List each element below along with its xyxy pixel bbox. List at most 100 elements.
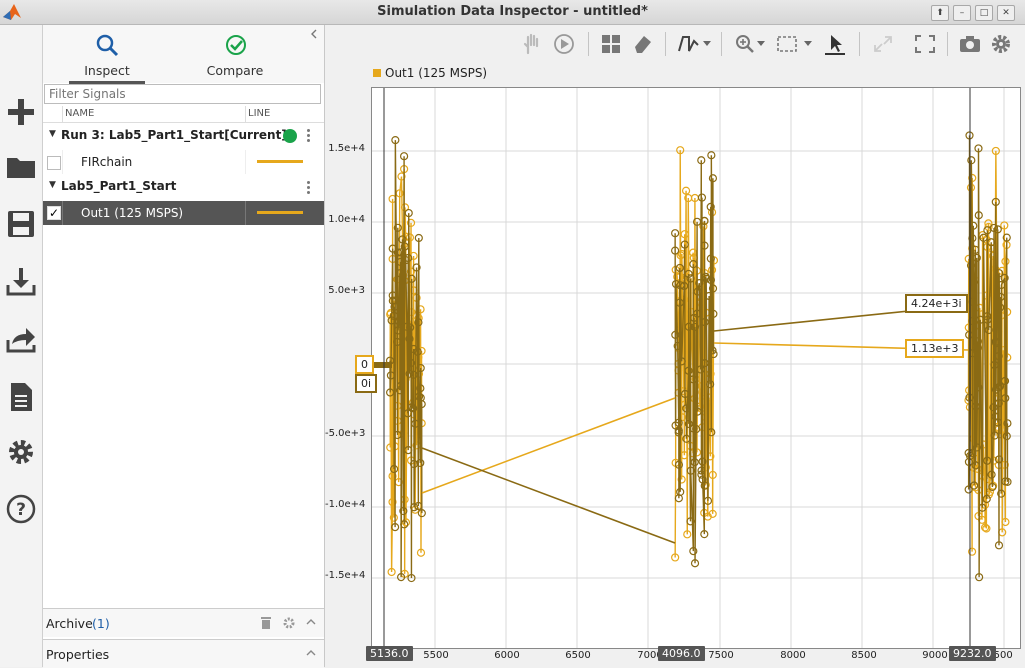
data-point-marker (389, 311, 399, 320)
cursor-select-icon[interactable] (823, 33, 847, 55)
camera-icon[interactable] (958, 33, 982, 55)
signal-style-icon[interactable] (677, 33, 701, 55)
properties-section[interactable]: Properties (43, 639, 324, 668)
cursor-label-left[interactable]: 5136.0 (366, 646, 413, 661)
window-up-button[interactable]: ⬆ (931, 5, 949, 21)
data-point-marker (995, 382, 1005, 391)
signal-checkbox-checked[interactable]: ✓ (47, 206, 61, 220)
data-point-marker (684, 269, 693, 279)
run-label: Run 3: Lab5_Part1_Start[Current] (61, 128, 287, 142)
line-swatch[interactable] (257, 160, 303, 163)
data-point-marker (968, 316, 977, 326)
column-name: NAME (65, 108, 95, 119)
signal-trace (421, 447, 676, 544)
help-icon[interactable]: ? (4, 492, 38, 526)
column-header: NAME LINE (43, 106, 324, 123)
data-point-marker (416, 384, 425, 393)
share-icon[interactable] (4, 322, 38, 356)
filter-signals-input[interactable] (44, 84, 321, 104)
datatip-left-imag[interactable]: 0i (355, 374, 378, 393)
y-tick-label: -1.0e+4 (325, 499, 366, 510)
check-circle-icon (226, 35, 246, 55)
data-point-marker (394, 317, 403, 326)
chevron-down-icon[interactable] (757, 41, 765, 47)
maximize-button[interactable]: □ (975, 5, 993, 21)
minimize-button[interactable]: – (953, 5, 971, 21)
signal-row-selected[interactable]: ✓ Out1 (125 MSPS) (43, 201, 324, 225)
expand-arrow-icon[interactable]: ▼ (49, 180, 56, 190)
archive-section[interactable]: Archive (1) (43, 608, 324, 637)
data-point-marker (684, 322, 694, 331)
chevron-down-icon[interactable] (804, 41, 812, 47)
data-point-marker (417, 509, 426, 518)
datatip-right-imag[interactable]: 4.24e+3i (905, 294, 968, 313)
signal-checkbox[interactable] (47, 156, 61, 170)
data-point-marker (965, 330, 974, 340)
document-icon[interactable] (4, 380, 38, 414)
active-tab-indicator (69, 81, 145, 84)
pan-hand-icon[interactable] (521, 33, 545, 55)
chevron-up-icon[interactable] (306, 618, 316, 626)
layout-grid-icon[interactable] (600, 33, 624, 55)
cursor-label-right[interactable]: 9232.0 (949, 646, 996, 661)
tab-compare[interactable]: Compare (203, 29, 267, 83)
play-icon[interactable] (553, 33, 577, 55)
x-tick-label: 5500 (423, 650, 449, 661)
data-point-marker (393, 223, 402, 232)
data-point-marker (695, 279, 704, 288)
data-point-marker (387, 567, 396, 577)
close-button[interactable]: ✕ (997, 5, 1015, 21)
datatip-left-real[interactable]: 0 (355, 355, 374, 374)
plot-toolbar (325, 25, 1025, 63)
data-point-marker (396, 257, 405, 267)
data-point-marker (671, 279, 681, 289)
plot-canvas[interactable] (371, 87, 1021, 649)
data-point-marker (971, 402, 980, 411)
plus-icon[interactable] (4, 95, 38, 129)
panel-tabs (43, 25, 324, 83)
run-row[interactable]: ▼ Lab5_Part1_Start (43, 174, 324, 198)
save-icon[interactable] (4, 207, 38, 241)
data-point-marker (983, 456, 992, 465)
data-point-marker (676, 487, 685, 496)
legend-swatch (373, 69, 381, 77)
expand-arrow-icon[interactable]: ▼ (49, 129, 56, 139)
run-menu-icon[interactable] (307, 127, 311, 144)
fit-to-view-icon[interactable] (775, 33, 799, 55)
data-point-marker (980, 523, 990, 532)
data-point-marker (699, 222, 708, 231)
gear-icon[interactable] (4, 435, 38, 469)
folder-icon[interactable] (4, 150, 38, 184)
data-point-marker (399, 506, 408, 516)
chevron-up-icon[interactable] (306, 649, 316, 657)
collapse-panel-icon[interactable] (309, 29, 319, 39)
expand-icon[interactable] (871, 33, 895, 55)
fullscreen-icon[interactable] (913, 33, 937, 55)
data-point-marker (708, 174, 718, 183)
datatip-right-real[interactable]: 1.13e+3 (905, 339, 965, 358)
download-icon[interactable] (4, 265, 38, 299)
run-row-current[interactable]: ▼ Run 3: Lab5_Part1_Start[Current] (43, 123, 324, 147)
data-point-marker (700, 241, 709, 250)
zoom-in-icon[interactable] (733, 33, 757, 55)
data-point-marker (967, 156, 976, 165)
data-point-marker (987, 470, 996, 479)
data-point-marker (395, 269, 404, 278)
data-point-marker (993, 418, 1003, 427)
cursor-label-middle[interactable]: 4096.0 (658, 646, 705, 661)
eraser-icon[interactable] (631, 33, 655, 55)
legend-label[interactable]: Out1 (125 MSPS) (385, 66, 488, 80)
tab-inspect[interactable]: Inspect (69, 29, 145, 84)
trash-icon[interactable] (260, 615, 272, 629)
data-point-marker (994, 541, 1004, 550)
plot-settings-icon[interactable] (989, 33, 1013, 55)
run-menu-icon[interactable] (307, 179, 311, 196)
archive-settings-icon[interactable] (283, 617, 295, 629)
data-point-marker (393, 248, 402, 257)
line-swatch[interactable] (257, 211, 303, 214)
data-point-marker (692, 424, 701, 434)
data-point-marker (409, 251, 418, 261)
chevron-down-icon[interactable] (703, 41, 711, 47)
x-tick-label: 7000 (637, 650, 663, 661)
signal-row[interactable]: FIRchain (43, 150, 324, 174)
